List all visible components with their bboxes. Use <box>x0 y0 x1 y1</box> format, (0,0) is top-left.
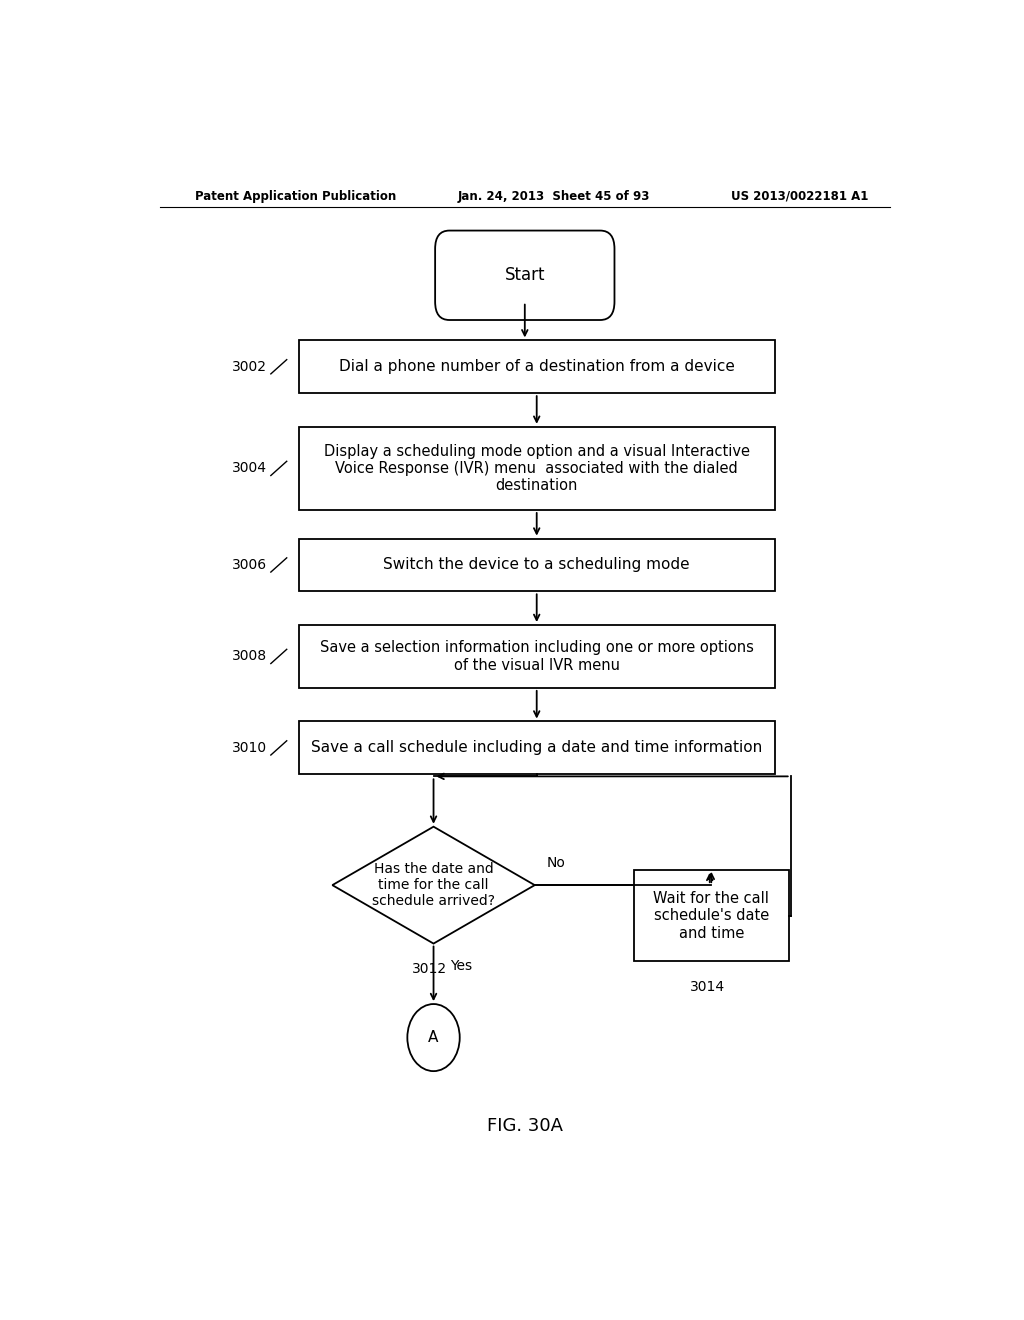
Text: Switch the device to a scheduling mode: Switch the device to a scheduling mode <box>383 557 690 573</box>
Text: 3004: 3004 <box>231 462 267 475</box>
Text: Patent Application Publication: Patent Application Publication <box>196 190 396 202</box>
Text: 3008: 3008 <box>231 649 267 664</box>
Bar <box>634 870 788 961</box>
Bar <box>299 722 775 775</box>
FancyBboxPatch shape <box>435 231 614 319</box>
Text: Display a scheduling mode option and a visual Interactive
Voice Response (IVR) m: Display a scheduling mode option and a v… <box>324 444 750 494</box>
Text: 3012: 3012 <box>412 962 447 975</box>
Text: No: No <box>547 855 565 870</box>
Text: Has the date and
time for the call
schedule arrived?: Has the date and time for the call sched… <box>372 862 495 908</box>
Text: 3010: 3010 <box>231 741 267 755</box>
Text: Yes: Yes <box>451 958 472 973</box>
Text: A: A <box>428 1030 438 1045</box>
Text: FIG. 30A: FIG. 30A <box>486 1117 563 1135</box>
Text: Dial a phone number of a destination from a device: Dial a phone number of a destination fro… <box>339 359 734 375</box>
Text: Wait for the call
schedule's date
and time: Wait for the call schedule's date and ti… <box>653 891 769 941</box>
Bar <box>299 426 775 510</box>
Text: 3014: 3014 <box>690 979 725 994</box>
Bar <box>299 539 775 591</box>
Text: Jan. 24, 2013  Sheet 45 of 93: Jan. 24, 2013 Sheet 45 of 93 <box>458 190 649 202</box>
Text: Start: Start <box>505 267 545 284</box>
Text: 3006: 3006 <box>231 558 267 572</box>
Bar <box>299 624 775 688</box>
Circle shape <box>408 1005 460 1071</box>
Bar <box>299 341 775 393</box>
Text: Save a call schedule including a date and time information: Save a call schedule including a date an… <box>311 741 762 755</box>
Polygon shape <box>333 826 535 944</box>
Text: 3002: 3002 <box>231 360 267 374</box>
Text: Save a selection information including one or more options
of the visual IVR men: Save a selection information including o… <box>319 640 754 673</box>
Text: US 2013/0022181 A1: US 2013/0022181 A1 <box>731 190 868 202</box>
